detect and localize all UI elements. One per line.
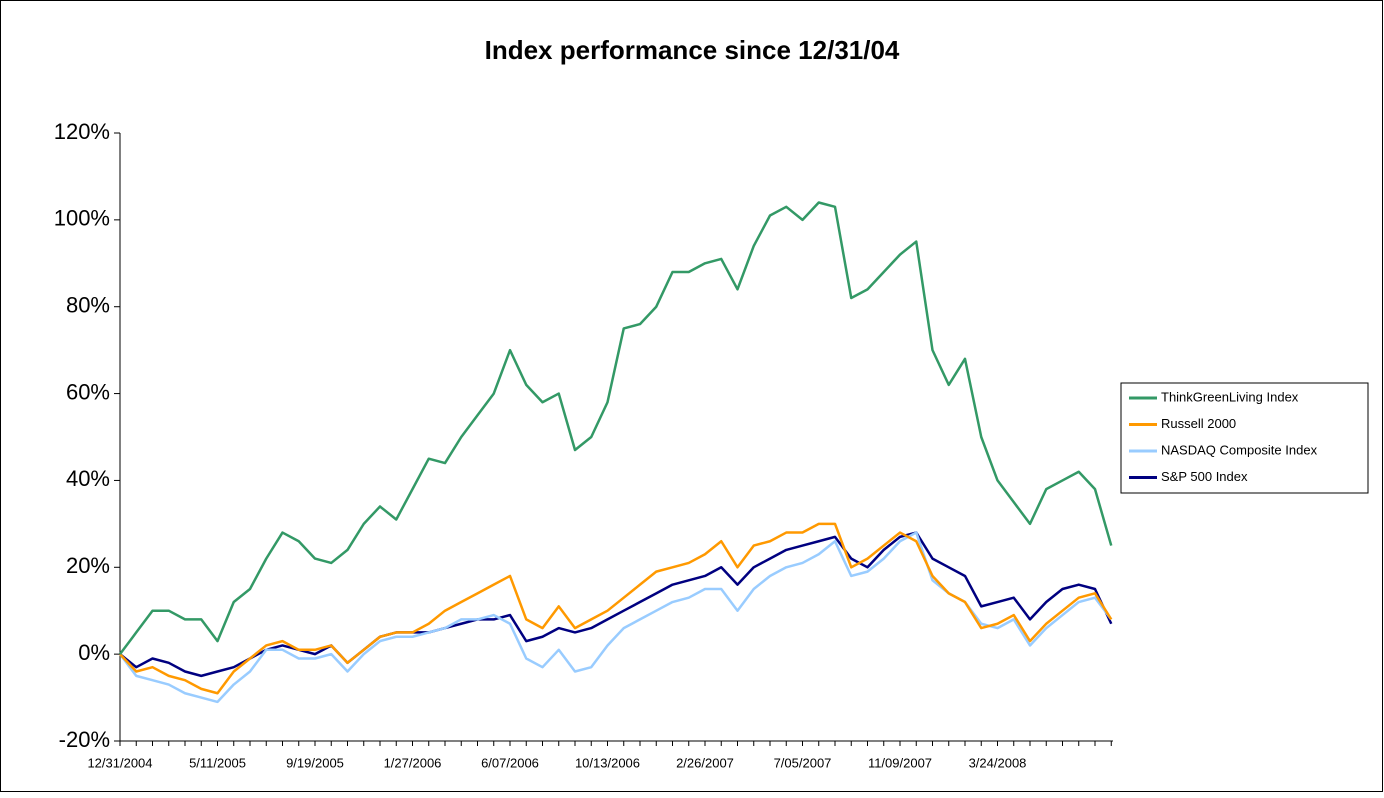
x-tick-label: 11/09/2007 — [868, 755, 932, 770]
legend-label: S&P 500 Index — [1161, 469, 1248, 484]
y-tick-label: 0% — [78, 640, 110, 665]
x-tick-label: 6/07/2006 — [481, 755, 539, 770]
x-tick-label: 3/24/2008 — [969, 755, 1027, 770]
legend-box — [1120, 382, 1369, 494]
legend-label: NASDAQ Composite Index — [1161, 442, 1318, 457]
y-tick-label: 100% — [54, 206, 110, 231]
y-tick-label: -20% — [59, 727, 110, 752]
y-tick-label: 40% — [66, 466, 110, 491]
series-line — [119, 531, 1113, 678]
y-tick-label: 20% — [66, 553, 110, 578]
series-line — [118, 201, 1113, 655]
chart-title: Index performance since 12/31/04 — [485, 35, 900, 65]
y-tick-label: 80% — [66, 293, 110, 318]
x-tick-label: 10/13/2006 — [575, 755, 640, 770]
series-line — [119, 522, 1113, 695]
x-tick-label: 1/27/2006 — [384, 755, 442, 770]
legend-label: ThinkGreenLiving Index — [1161, 389, 1299, 404]
y-tick-label: 120% — [54, 119, 110, 144]
legend-label: Russell 2000 — [1161, 416, 1236, 431]
x-tick-label: 7/05/2007 — [774, 755, 832, 770]
x-tick-label: 5/11/2005 — [189, 755, 246, 770]
x-tick-label: 12/31/2004 — [87, 755, 152, 770]
y-tick-label: 60% — [66, 379, 110, 404]
legend: ThinkGreenLiving Index Russell 2000 NASDAQ… — [1120, 382, 1369, 494]
x-tick-label: 2/26/2007 — [676, 755, 734, 770]
x-tick-label: 9/19/2005 — [286, 755, 344, 770]
